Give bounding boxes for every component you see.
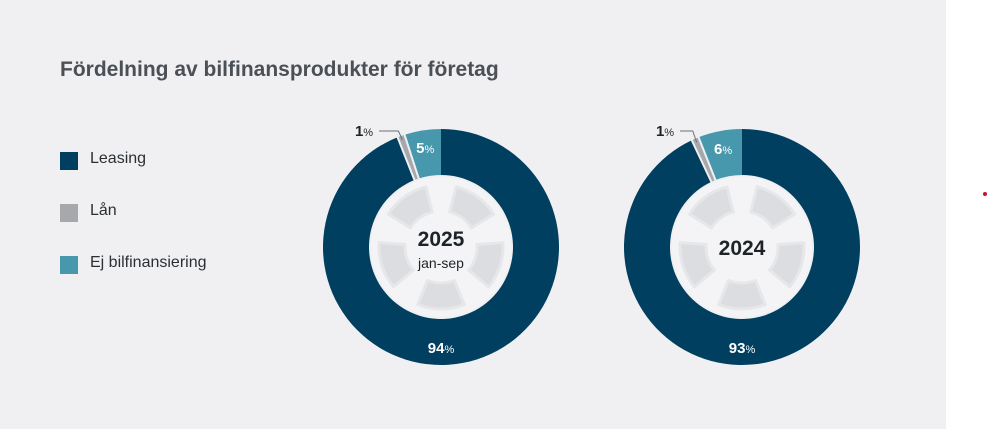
- donut-chart-2024: 2024 93% 6% 1%: [624, 123, 860, 365]
- data-label-lan: 1%: [656, 123, 674, 140]
- donut-center-label: 2024: [719, 237, 766, 260]
- slice-lan: [691, 137, 716, 182]
- slice-leasing: [323, 129, 559, 365]
- donut-charts: 2025 jan-sep 94% 5% 1% 2024 93% 6% 1%: [323, 123, 860, 365]
- slice-separator: [690, 138, 713, 184]
- legend-swatch-leasing: [60, 152, 78, 170]
- slice-separator: [697, 135, 717, 182]
- wheel-spoke-gap: [678, 241, 716, 289]
- slice-separator: [396, 135, 416, 182]
- chart-panel: Fördelning av bilfinansprodukter för för…: [0, 0, 946, 429]
- wheel-spoke-gap: [467, 241, 505, 289]
- data-label-lan: 1%: [355, 123, 373, 140]
- wheel-spoke-gap: [416, 278, 466, 311]
- data-label-leasing: 93%: [729, 340, 756, 357]
- legend-swatch-lan: [60, 204, 78, 222]
- wheel-spoke-gap: [448, 185, 496, 230]
- slice-separator: [403, 133, 421, 180]
- wheel-center-cap: [407, 213, 475, 281]
- wheel-spoke-gap: [386, 185, 434, 230]
- slice-ej-bilfinansiering: [698, 129, 742, 181]
- legend-label-ej-bilfinansiering: Ej bilfinansiering: [90, 254, 207, 271]
- data-label-ej-bilfinansiering: 5%: [416, 140, 434, 157]
- donut-center-label: 2025: [418, 228, 465, 251]
- wheel-spoke-gap: [749, 185, 797, 230]
- chart-title: Fördelning av bilfinansprodukter för för…: [60, 58, 499, 81]
- slice-leasing: [624, 129, 860, 365]
- wheel-center-cap: [708, 213, 776, 281]
- slice-ej-bilfinansiering: [404, 129, 441, 179]
- data-label-leasing: 94%: [428, 340, 455, 357]
- leader-line-lan: [379, 130, 403, 140]
- legend-label-lan: Lån: [90, 202, 117, 219]
- wheel-spoke-gap: [377, 241, 415, 289]
- donut-chart-2025: 2025 jan-sep 94% 5% 1%: [323, 123, 559, 365]
- donut-center-sublabel: jan-sep: [417, 255, 464, 271]
- legend-swatch-ej-bilfinansiering: [60, 256, 78, 274]
- wheel-spoke-gap: [687, 185, 735, 230]
- leader-line-lan: [680, 130, 698, 143]
- wheel-spoke-gap: [717, 278, 767, 311]
- legend-label-leasing: Leasing: [90, 150, 147, 167]
- red-dot-marker: [983, 192, 987, 196]
- slice-lan: [397, 134, 419, 181]
- wheel-spoke-gap: [768, 241, 806, 289]
- data-label-ej-bilfinansiering: 6%: [714, 141, 732, 158]
